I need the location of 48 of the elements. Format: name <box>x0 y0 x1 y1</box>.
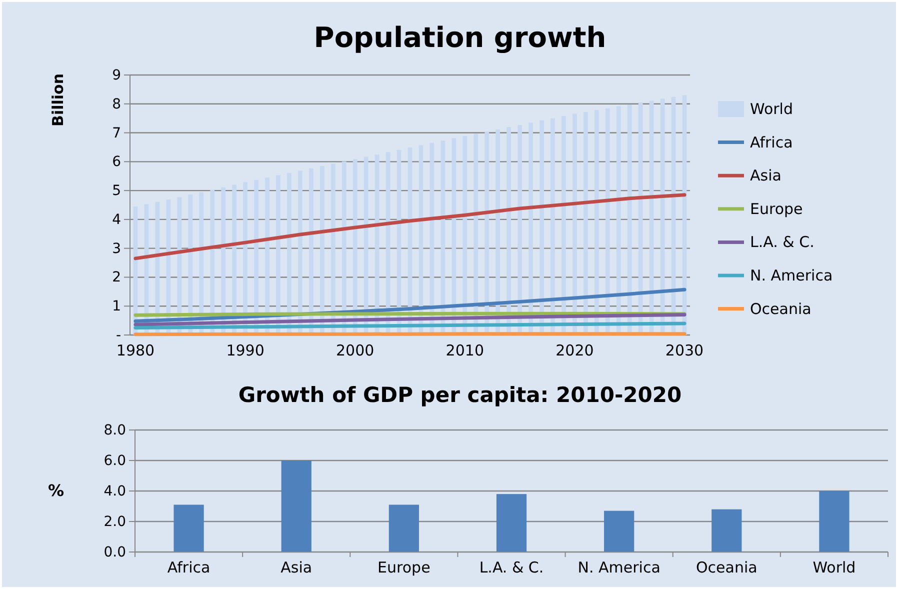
y-tick-label: 3 <box>112 240 121 257</box>
legend-label: World <box>750 100 793 118</box>
legend-label: N. America <box>750 266 833 284</box>
y-tick-label: 5 <box>112 183 121 200</box>
x-tick-label: 2020 <box>556 342 594 360</box>
bar <box>496 494 527 552</box>
x-tick-label: 1980 <box>116 342 155 360</box>
chart-title: Growth of GDP per capita: 2010-2020 <box>238 383 682 407</box>
x-tick-label: L.A. & C. <box>479 558 544 577</box>
y-tick-label: 8 <box>112 96 121 112</box>
x-tick-label: N. America <box>578 558 660 577</box>
bar <box>712 509 742 552</box>
y-tick-label: 0.0 <box>104 544 126 560</box>
legend-label: Africa <box>750 133 793 152</box>
bar <box>174 504 204 552</box>
bar <box>819 491 850 552</box>
x-tick-label: World <box>812 558 856 577</box>
x-tick-label: Oceania <box>696 558 758 577</box>
bar <box>388 504 419 552</box>
y-tick-label: 2 <box>112 270 121 286</box>
legend-label: L.A. & C. <box>750 233 814 252</box>
y-tick-label: 8.0 <box>104 422 126 438</box>
y-tick-label: 7 <box>112 125 121 142</box>
x-tick-label: Africa <box>167 558 210 577</box>
y-tick-label: 6.0 <box>104 452 126 469</box>
x-tick-label: Europe <box>378 558 430 577</box>
bar <box>281 460 312 552</box>
y-tick-label: 4.0 <box>104 483 126 500</box>
line-series <box>134 193 686 260</box>
y-tick-label: 4 <box>112 212 122 228</box>
y-axis-title: Billion <box>49 74 67 126</box>
y-axis-title: % <box>48 481 64 500</box>
line-series <box>134 313 686 326</box>
y-tick-label: 6 <box>112 154 122 170</box>
legend-label: Europe <box>750 200 803 218</box>
y-tick-label: 9 <box>112 67 121 84</box>
x-tick-label: Asia <box>280 558 312 577</box>
x-tick-label: 1990 <box>226 342 264 360</box>
bar <box>604 510 634 552</box>
y-tick-label: - <box>116 327 121 344</box>
x-tick-label: 2030 <box>665 342 704 360</box>
legend-label: Oceania <box>750 300 812 318</box>
legend-label: Asia <box>750 166 782 185</box>
y-tick-label: 2.0 <box>104 514 126 530</box>
x-tick-label: 2010 <box>446 342 484 360</box>
x-tick-label: 2000 <box>336 342 374 360</box>
y-tick-label: 1 <box>112 298 121 315</box>
chart-title: Population growth <box>314 21 606 54</box>
